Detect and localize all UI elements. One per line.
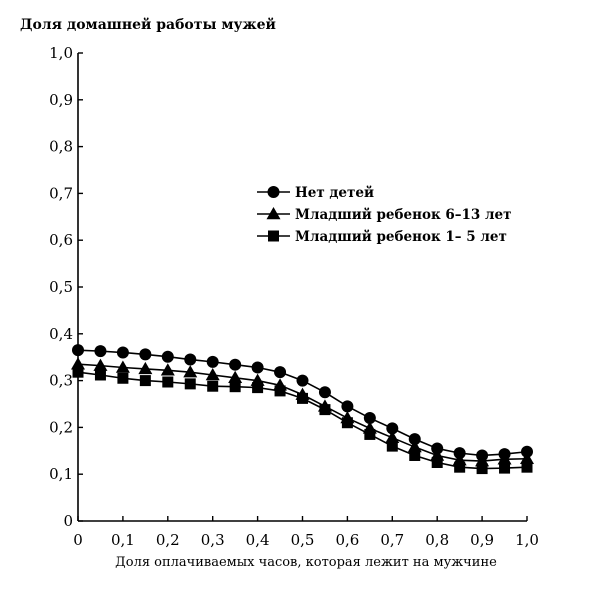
data-point: [206, 355, 219, 368]
data-point: [431, 457, 443, 468]
data-point: [160, 363, 175, 376]
data-point: [207, 380, 219, 392]
data-point: [251, 361, 264, 374]
data-point: [93, 358, 108, 371]
data-point: [521, 461, 533, 473]
x-tick-label: 0,4: [246, 531, 270, 549]
x-tick-label: 0,9: [470, 531, 494, 549]
axes: 0 0,1 0,2 0,3 0,4 0,5 0,6 0,7 0,8 0,9 1,0 0 0,1 0,2 0,…: [49, 44, 539, 549]
data-point: [520, 451, 534, 465]
y-tick-label: 0: [63, 512, 73, 530]
y-tick-label: 0,7: [49, 184, 73, 202]
data-point: [115, 360, 130, 373]
y-tick-label: 0,6: [49, 231, 73, 249]
legend-label: Младший ребенок 1– 5 лет: [295, 229, 507, 245]
y-tick-label: 0,9: [49, 91, 73, 109]
legend-entry: Нет детей: [257, 185, 374, 201]
data-point: [521, 445, 533, 458]
legend: Нет детей Младший ребенок 6–13 лет Младший…: [257, 185, 512, 245]
data-point: [341, 417, 353, 429]
data-point: [162, 376, 174, 388]
legend-entry: Младший ребенок 1– 5 лет: [257, 229, 507, 245]
data-point: [408, 433, 421, 446]
data-point: [94, 345, 107, 358]
series-layer: [71, 344, 534, 475]
data-point: [363, 412, 376, 425]
data-point: [476, 463, 488, 475]
x-tick-label: 0,7: [380, 531, 404, 549]
x-tick-label: 1,0: [515, 531, 539, 549]
y-tick-label: 1,0: [49, 44, 73, 62]
data-point: [454, 461, 466, 473]
data-point: [296, 374, 309, 387]
data-point: [139, 348, 152, 361]
x-axis-label: Доля оплачиваемых часов, которая лежит н…: [115, 555, 497, 570]
data-point: [183, 365, 198, 378]
x-tick-label: 0,1: [111, 531, 135, 549]
data-point: [407, 440, 422, 453]
y-tick-label: 0,2: [49, 418, 73, 436]
data-point: [71, 357, 85, 370]
x-tick-label: 0,8: [425, 531, 449, 549]
data-point: [385, 430, 400, 443]
legend-label: Младший ребенок 6–13 лет: [295, 207, 512, 223]
data-point: [184, 378, 196, 390]
data-point: [161, 350, 174, 363]
data-point: [318, 386, 331, 399]
data-point: [116, 346, 129, 359]
y-tick-label: 0,3: [49, 372, 73, 390]
x-tick-label: 0,2: [156, 531, 180, 549]
data-point: [386, 440, 398, 452]
x-tick-label: 0,5: [291, 531, 315, 549]
data-point: [319, 404, 331, 416]
data-point: [453, 447, 466, 460]
data-point: [229, 381, 241, 393]
data-point: [297, 392, 308, 404]
data-point: [72, 344, 84, 357]
data-point: [72, 366, 84, 378]
data-point: [138, 361, 153, 375]
x-tick-label: 0: [73, 531, 83, 549]
data-point: [341, 400, 354, 413]
data-point: [274, 385, 286, 397]
data-point: [386, 422, 399, 435]
series-square: [72, 366, 533, 475]
data-point: [409, 449, 421, 461]
data-point: [117, 372, 129, 384]
data-point: [228, 370, 243, 384]
legend-label: Нет детей: [295, 185, 374, 201]
data-point: [139, 375, 151, 387]
legend-marker: [266, 207, 281, 220]
x-tick-label: 0,6: [335, 531, 359, 549]
chart-title: Доля домашней работы мужей: [20, 16, 276, 33]
data-point: [205, 367, 220, 381]
legend-entry: Младший ребенок 6–13 лет: [257, 207, 512, 223]
data-point: [497, 452, 512, 465]
y-tick-label: 0,5: [49, 278, 73, 296]
series-circle: [72, 344, 533, 462]
legend-marker: [268, 230, 279, 242]
y-tick-label: 0,4: [49, 325, 73, 343]
y-tick-label: 0,1: [49, 465, 73, 483]
data-point: [94, 369, 106, 381]
data-point: [274, 366, 287, 379]
data-point: [252, 382, 264, 394]
legend-marker: [267, 186, 280, 198]
data-point: [229, 358, 242, 371]
data-point: [184, 353, 197, 366]
x-tick-label: 0,3: [201, 531, 225, 549]
data-point: [364, 428, 376, 440]
data-point: [499, 462, 511, 474]
data-point: [431, 442, 444, 455]
y-tick-label: 0,8: [49, 138, 73, 156]
